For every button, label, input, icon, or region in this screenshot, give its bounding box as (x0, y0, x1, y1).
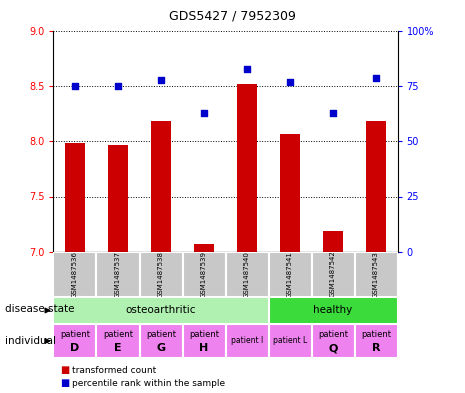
Bar (268, 297, 398, 324)
Text: patient: patient (361, 331, 391, 340)
Text: patient: patient (103, 331, 133, 340)
Bar (53, 252, 97, 297)
Bar (65, 143, 85, 252)
Bar (226, 252, 268, 297)
Bar (53, 324, 97, 358)
Text: patient L: patient L (273, 336, 307, 345)
Bar (140, 252, 182, 297)
Point (157, 77, 165, 83)
Bar (312, 252, 354, 297)
Bar (108, 145, 128, 252)
Text: GSM1487538: GSM1487538 (158, 251, 164, 298)
Bar (268, 252, 312, 297)
Bar (323, 231, 343, 252)
Bar (97, 324, 140, 358)
Text: R: R (372, 343, 380, 353)
Bar (140, 324, 182, 358)
Text: GSM1487541: GSM1487541 (287, 251, 293, 298)
Text: D: D (70, 343, 80, 353)
Bar (268, 324, 312, 358)
Text: healthy: healthy (313, 305, 352, 316)
Bar (312, 324, 354, 358)
Text: patient: patient (146, 331, 176, 340)
Bar (366, 121, 386, 252)
Text: patient: patient (189, 331, 219, 340)
Text: H: H (199, 343, 209, 353)
Point (114, 83, 122, 90)
Text: patient I: patient I (231, 336, 263, 345)
Text: disease state: disease state (5, 304, 74, 314)
Text: GSM1487537: GSM1487537 (115, 251, 121, 298)
Text: G: G (156, 343, 166, 353)
Bar (226, 324, 268, 358)
Text: ■: ■ (60, 378, 70, 388)
Bar (182, 252, 226, 297)
Bar (97, 252, 140, 297)
Point (329, 110, 337, 116)
Point (200, 110, 208, 116)
Text: transformed count: transformed count (72, 366, 156, 375)
Text: osteoarthritic: osteoarthritic (126, 305, 196, 316)
Bar (151, 121, 171, 252)
Point (372, 75, 380, 81)
Text: Q: Q (328, 343, 338, 353)
Bar (280, 134, 300, 252)
Text: GDS5427 / 7952309: GDS5427 / 7952309 (169, 10, 296, 23)
Bar (53, 297, 268, 324)
Text: GSM1487542: GSM1487542 (330, 251, 336, 298)
Bar (194, 244, 214, 252)
Point (286, 79, 294, 85)
Text: GSM1487540: GSM1487540 (244, 251, 250, 298)
Text: GSM1487536: GSM1487536 (72, 251, 78, 298)
Text: ■: ■ (60, 365, 70, 375)
Bar (237, 84, 257, 252)
Point (243, 66, 251, 72)
Text: E: E (114, 343, 122, 353)
Text: GSM1487543: GSM1487543 (373, 251, 379, 298)
Text: GSM1487539: GSM1487539 (201, 251, 207, 298)
Point (71, 83, 79, 90)
Bar (182, 324, 226, 358)
Bar (354, 252, 398, 297)
Text: percentile rank within the sample: percentile rank within the sample (72, 379, 225, 387)
Text: patient: patient (318, 331, 348, 340)
Text: individual: individual (5, 336, 56, 346)
Text: patient: patient (60, 331, 90, 340)
Bar (354, 324, 398, 358)
